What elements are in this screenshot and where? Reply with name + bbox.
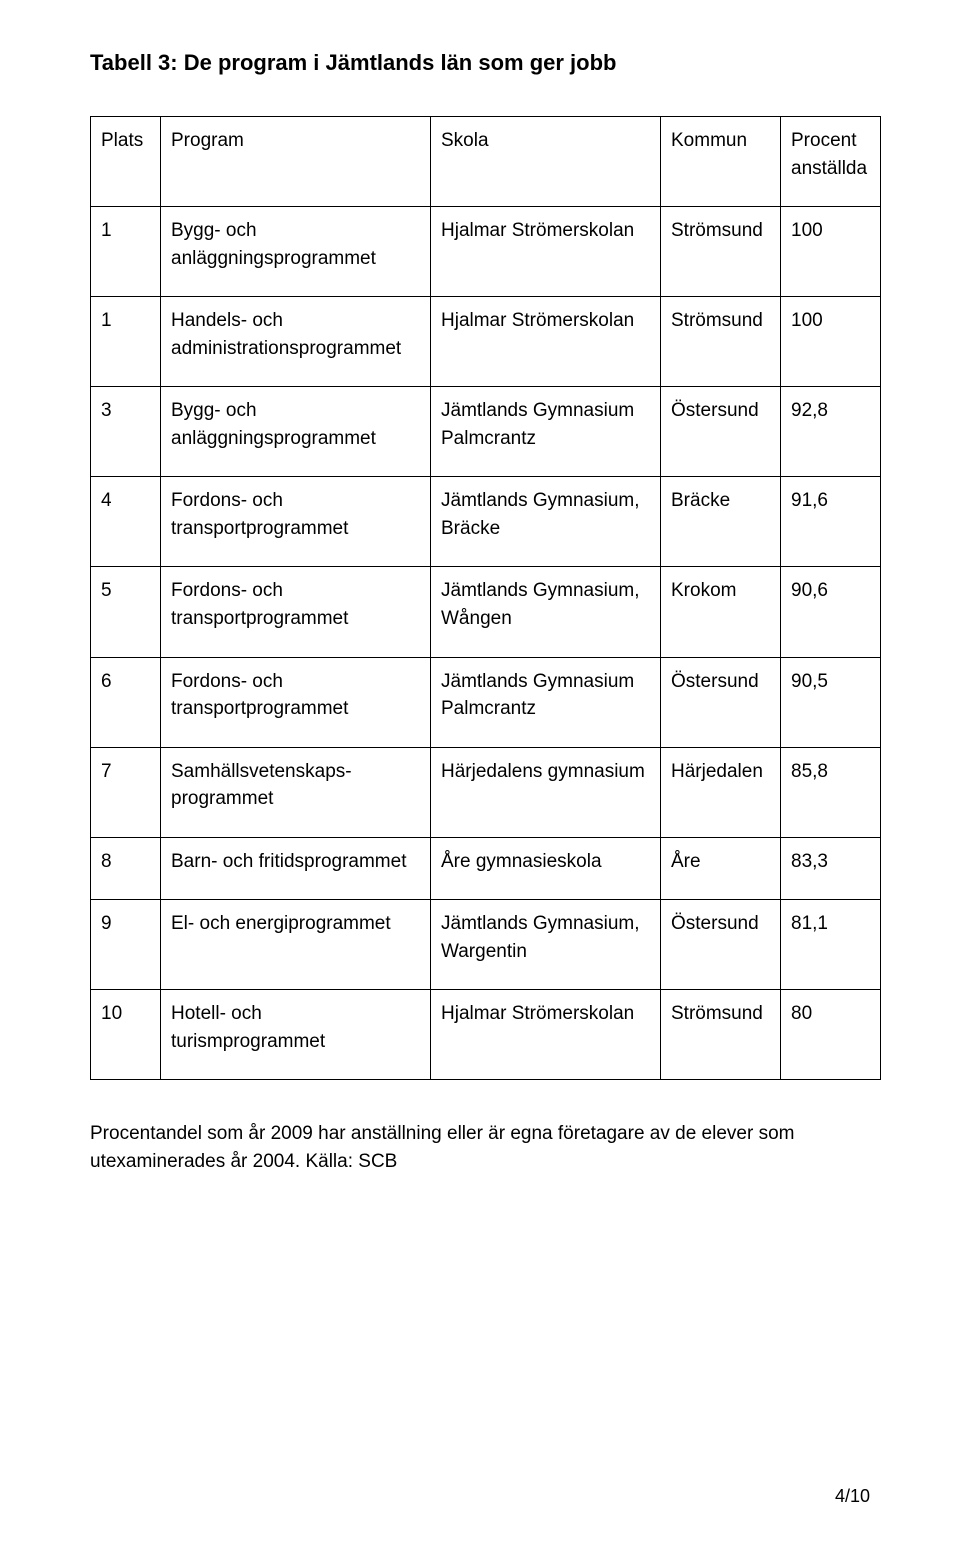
- table-row: 4 Fordons- och transportprogrammet Jämtl…: [91, 477, 881, 567]
- cell-procent: 100: [781, 297, 881, 387]
- cell-plats: 4: [91, 477, 161, 567]
- table-row: 9 El- och energiprogrammet Jämtlands Gym…: [91, 900, 881, 990]
- table-row: 7 Samhällsvetenskaps-programmet Härjedal…: [91, 747, 881, 837]
- cell-procent: 90,5: [781, 657, 881, 747]
- cell-procent: 83,3: [781, 837, 881, 900]
- table-footnote: Procentandel som år 2009 har anställning…: [90, 1120, 870, 1175]
- program-table: Plats Program Skola Kommun Procent anstä…: [90, 116, 881, 1080]
- page-number: 4/10: [835, 1486, 870, 1507]
- cell-program: Barn- och fritidsprogrammet: [161, 837, 431, 900]
- cell-kommun: Östersund: [661, 900, 781, 990]
- cell-skola: Jämtlands Gymnasium, Bräcke: [431, 477, 661, 567]
- cell-skola: Jämtlands Gymnasium Palmcrantz: [431, 657, 661, 747]
- cell-program: El- och energiprogrammet: [161, 900, 431, 990]
- cell-skola: Hjalmar Strömerskolan: [431, 990, 661, 1080]
- cell-program: Fordons- och transportprogrammet: [161, 657, 431, 747]
- cell-program: Fordons- och transportprogrammet: [161, 567, 431, 657]
- col-header-kommun: Kommun: [661, 117, 781, 207]
- cell-kommun: Strömsund: [661, 990, 781, 1080]
- col-header-skola: Skola: [431, 117, 661, 207]
- cell-skola: Hjalmar Strömerskolan: [431, 207, 661, 297]
- cell-plats: 3: [91, 387, 161, 477]
- cell-skola: Härjedalens gymnasium: [431, 747, 661, 837]
- table-row: 10 Hotell- och turismprogrammet Hjalmar …: [91, 990, 881, 1080]
- cell-kommun: Östersund: [661, 657, 781, 747]
- cell-procent: 100: [781, 207, 881, 297]
- cell-kommun: Härjedalen: [661, 747, 781, 837]
- cell-plats: 1: [91, 297, 161, 387]
- cell-plats: 9: [91, 900, 161, 990]
- cell-kommun: Strömsund: [661, 297, 781, 387]
- cell-program: Fordons- och transportprogrammet: [161, 477, 431, 567]
- table-row: 8 Barn- och fritidsprogrammet Åre gymnas…: [91, 837, 881, 900]
- cell-plats: 8: [91, 837, 161, 900]
- cell-kommun: Strömsund: [661, 207, 781, 297]
- cell-skola: Jämtlands Gymnasium Palmcrantz: [431, 387, 661, 477]
- cell-program: Hotell- och turismprogrammet: [161, 990, 431, 1080]
- cell-plats: 7: [91, 747, 161, 837]
- cell-skola: Jämtlands Gymnasium, Wargentin: [431, 900, 661, 990]
- cell-program: Handels- och administrationsprogrammet: [161, 297, 431, 387]
- table-header-row: Plats Program Skola Kommun Procent anstä…: [91, 117, 881, 207]
- col-header-procent: Procent anställda: [781, 117, 881, 207]
- cell-kommun: Krokom: [661, 567, 781, 657]
- cell-plats: 10: [91, 990, 161, 1080]
- cell-program: Bygg- och anläggningsprogrammet: [161, 387, 431, 477]
- cell-skola: Hjalmar Strömerskolan: [431, 297, 661, 387]
- cell-procent: 85,8: [781, 747, 881, 837]
- cell-plats: 5: [91, 567, 161, 657]
- cell-procent: 80: [781, 990, 881, 1080]
- table-row: 1 Handels- och administrationsprogrammet…: [91, 297, 881, 387]
- cell-kommun: Bräcke: [661, 477, 781, 567]
- cell-plats: 6: [91, 657, 161, 747]
- cell-skola: Åre gymnasieskola: [431, 837, 661, 900]
- table-row: 5 Fordons- och transportprogrammet Jämtl…: [91, 567, 881, 657]
- cell-skola: Jämtlands Gymnasium, Wången: [431, 567, 661, 657]
- cell-procent: 91,6: [781, 477, 881, 567]
- table-row: 1 Bygg- och anläggningsprogrammet Hjalma…: [91, 207, 881, 297]
- cell-program: Bygg- och anläggningsprogrammet: [161, 207, 431, 297]
- col-header-plats: Plats: [91, 117, 161, 207]
- cell-procent: 92,8: [781, 387, 881, 477]
- table-row: 3 Bygg- och anläggningsprogrammet Jämtla…: [91, 387, 881, 477]
- col-header-program: Program: [161, 117, 431, 207]
- table-row: 6 Fordons- och transportprogrammet Jämtl…: [91, 657, 881, 747]
- cell-procent: 90,6: [781, 567, 881, 657]
- cell-kommun: Östersund: [661, 387, 781, 477]
- document-page: Tabell 3: De program i Jämtlands län som…: [0, 0, 960, 1547]
- cell-plats: 1: [91, 207, 161, 297]
- cell-program: Samhällsvetenskaps-programmet: [161, 747, 431, 837]
- cell-procent: 81,1: [781, 900, 881, 990]
- cell-kommun: Åre: [661, 837, 781, 900]
- table-title: Tabell 3: De program i Jämtlands län som…: [90, 50, 870, 76]
